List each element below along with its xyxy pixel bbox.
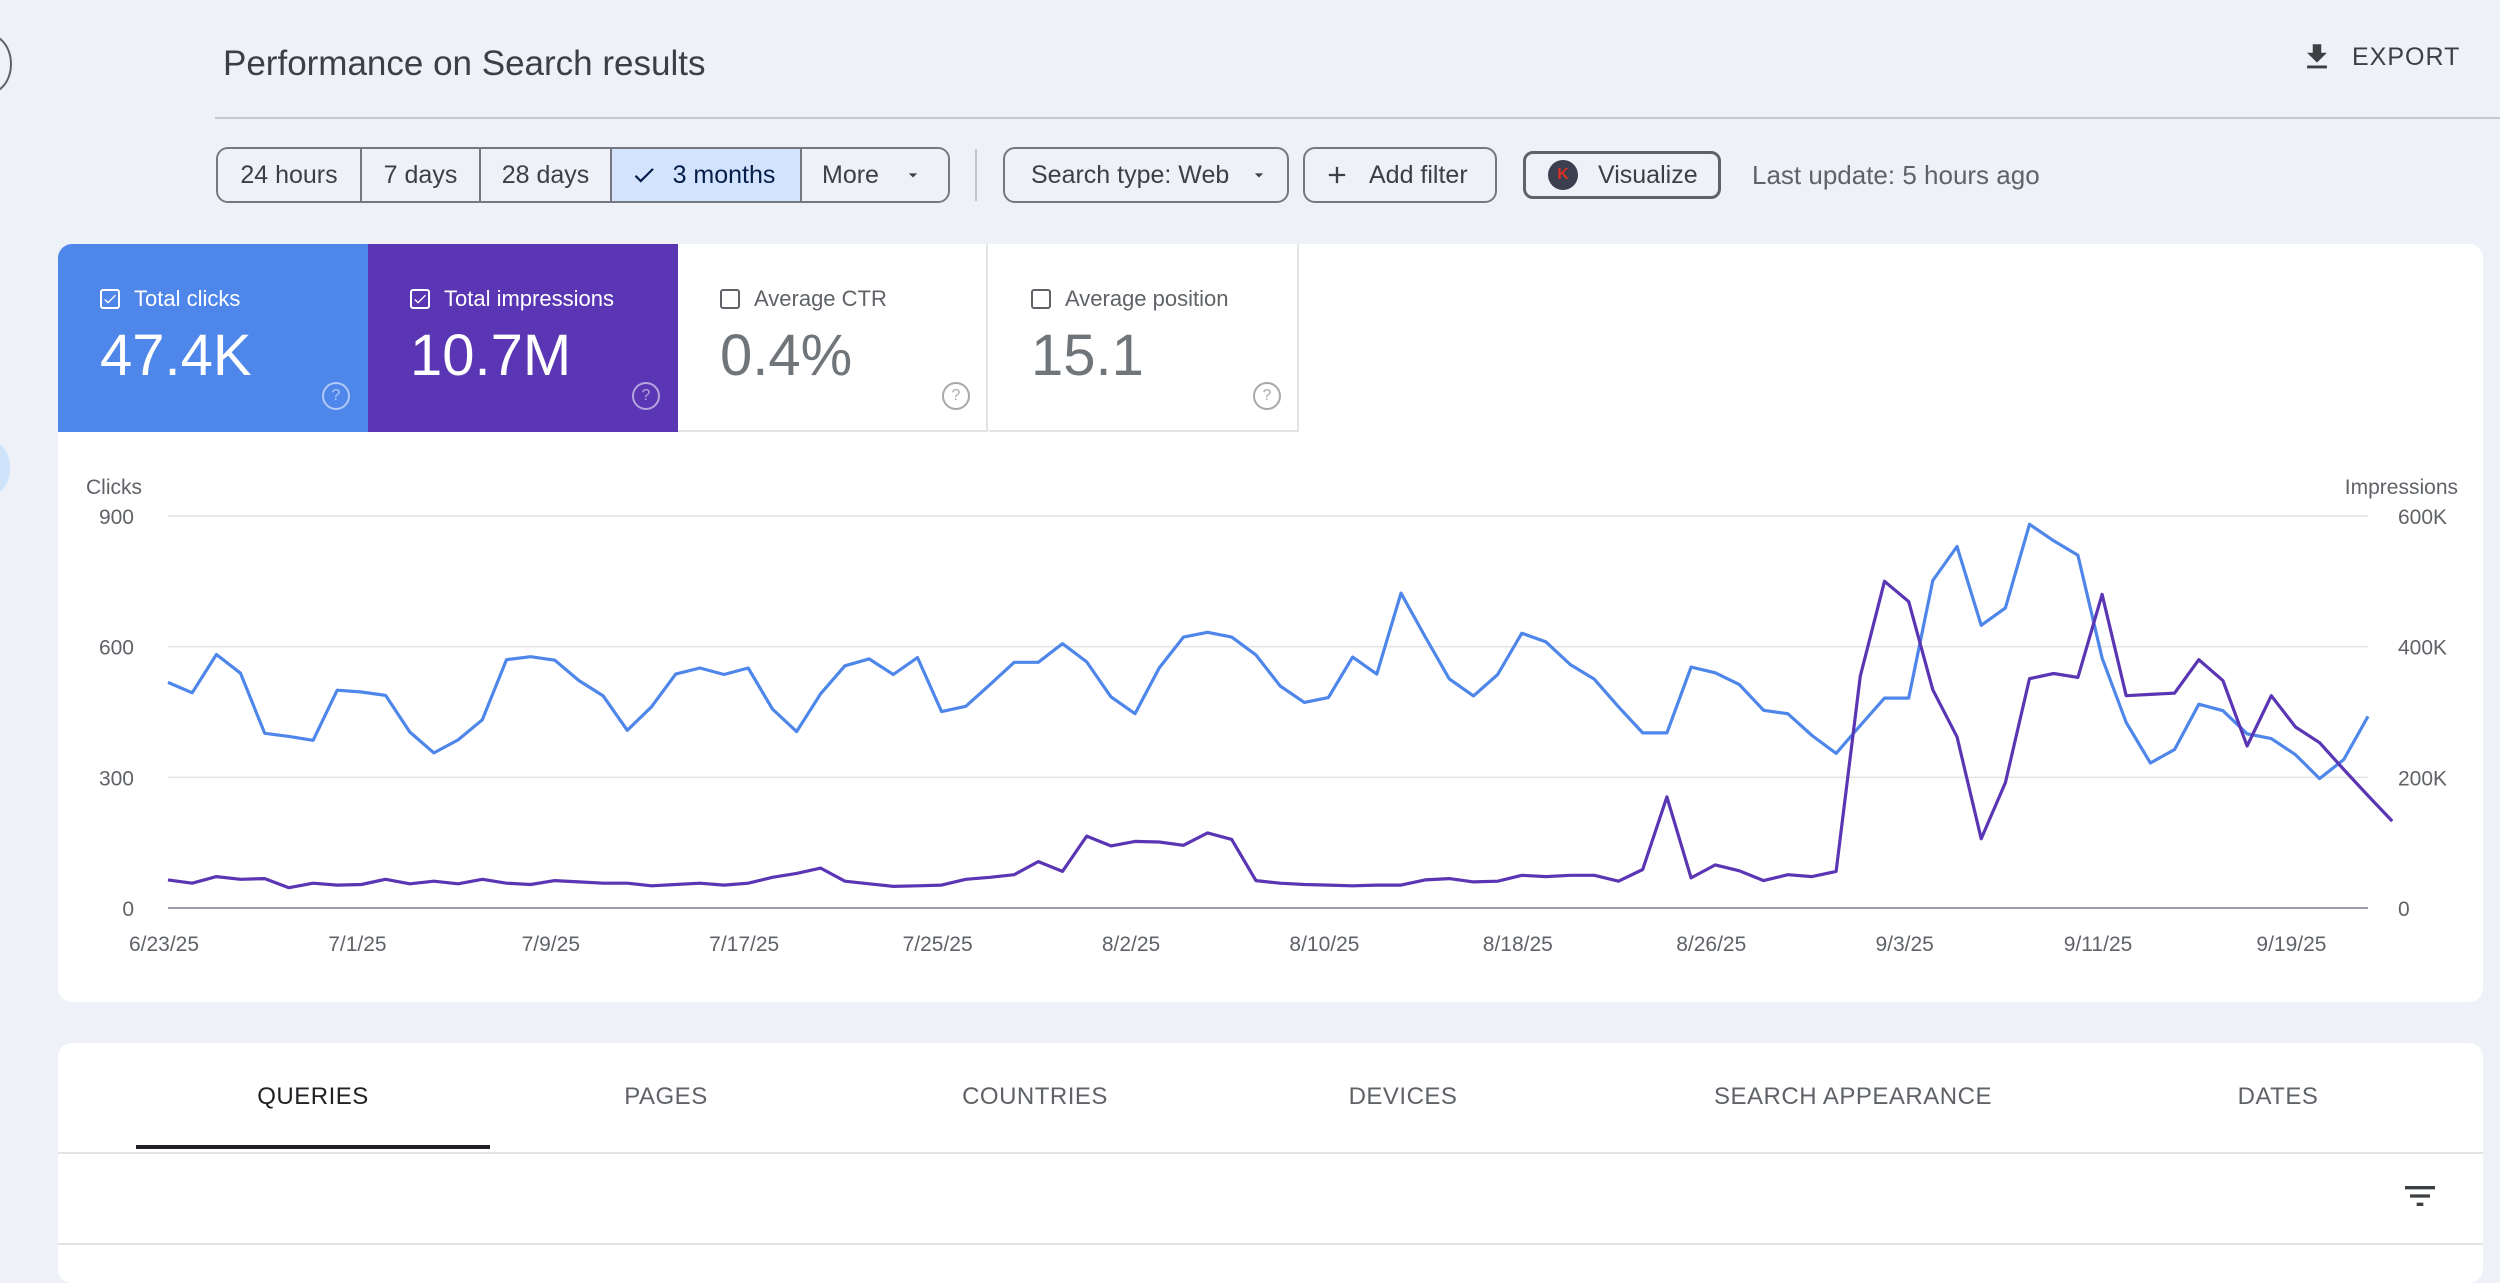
performance-line-chart[interactable]: 0 0 300 200K 600 400K 900 600K Clicks Impressions… bbox=[58, 244, 2483, 1002]
visualize-label: Visualize bbox=[1598, 160, 1698, 189]
nav-active-item-edge[interactable] bbox=[0, 440, 10, 496]
tab-search-appearance[interactable]: SEARCH APPEARANCE bbox=[1714, 1083, 1992, 1110]
tab-dates[interactable]: DATES bbox=[2237, 1083, 2319, 1110]
last-update-text: Last update: 5 hours ago bbox=[1752, 160, 2040, 190]
date-range-label: More bbox=[822, 160, 879, 189]
x-axis-tick-label: 9/11/25 bbox=[2064, 933, 2133, 956]
dropdown-caret-icon bbox=[1255, 173, 1264, 178]
right-axis-tick-label: 400K bbox=[2398, 637, 2447, 660]
date-range-3-months[interactable]: 3 months bbox=[612, 149, 802, 201]
metric-average-ctr[interactable]: Average CTR 0.4% ? bbox=[678, 244, 988, 432]
series-line-impressions bbox=[167, 579, 2394, 890]
left-axis-tick-label: 600 bbox=[99, 637, 134, 660]
metric-average-position[interactable]: Average position 15.1 ? bbox=[989, 244, 1299, 432]
nav-menu-button-edge[interactable] bbox=[0, 34, 12, 94]
metric-label: Total clicks bbox=[134, 286, 241, 311]
plus-icon bbox=[1328, 166, 1346, 184]
date-range-28-days[interactable]: 28 days bbox=[481, 149, 612, 201]
x-axis-tick-label: 7/1/25 bbox=[328, 933, 386, 956]
visualize-button[interactable]: K Visualize bbox=[1523, 151, 1721, 199]
x-axis-tick-label: 8/2/25 bbox=[1102, 933, 1160, 956]
export-button[interactable]: EXPORT bbox=[2300, 40, 2460, 74]
tabs-divider bbox=[58, 1152, 2483, 1154]
checkbox-unchecked-icon[interactable] bbox=[1031, 289, 1051, 309]
dropdown-caret-icon bbox=[908, 173, 918, 178]
performance-chart-card: Total clicks 47.4K ? Total impressions 1… bbox=[58, 244, 2483, 1002]
x-axis-tick-label: 9/19/25 bbox=[2256, 933, 2326, 956]
x-axis-tick-label: 7/9/25 bbox=[522, 933, 580, 956]
metric-value: 10.7M bbox=[410, 323, 572, 388]
search-type-label: Search type: Web bbox=[1031, 160, 1230, 189]
help-circle-icon[interactable]: ? bbox=[322, 382, 350, 410]
right-axis-tick-label: 600K bbox=[2398, 506, 2447, 529]
dimension-table-card: QUERIES PAGES COUNTRIES DEVICES SEARCH A… bbox=[58, 1043, 2483, 1283]
table-header-divider bbox=[58, 1243, 2483, 1245]
add-filter-label: Add filter bbox=[1369, 160, 1468, 189]
date-range-label: 28 days bbox=[501, 160, 590, 189]
help-circle-icon[interactable]: ? bbox=[632, 382, 660, 410]
left-axis-tick-label: 0 bbox=[122, 898, 134, 921]
right-axis-tick-label: 0 bbox=[2398, 898, 2410, 921]
x-axis-tick-label: 7/17/25 bbox=[709, 933, 779, 956]
x-axis-tick-label: 8/10/25 bbox=[1289, 933, 1359, 956]
metric-value: 0.4% bbox=[720, 323, 853, 388]
page-title: Performance on Search results bbox=[223, 44, 706, 83]
x-axis-tick-label: 6/23/25 bbox=[129, 933, 199, 956]
checkbox-checked-icon[interactable] bbox=[410, 289, 430, 309]
date-range-label: 3 months bbox=[672, 160, 776, 189]
checkbox-checked-icon[interactable] bbox=[100, 289, 120, 309]
x-axis-tick-label: 8/18/25 bbox=[1483, 933, 1553, 956]
left-axis-tick-label: 900 bbox=[99, 506, 134, 529]
metric-value: 15.1 bbox=[1031, 323, 1144, 388]
visualize-logo: K bbox=[1548, 160, 1578, 190]
download-icon bbox=[2307, 44, 2327, 69]
export-label: EXPORT bbox=[2352, 42, 2461, 71]
x-axis-tick-label: 7/25/25 bbox=[903, 933, 973, 956]
tab-pages[interactable]: PAGES bbox=[624, 1083, 708, 1110]
metric-label: Average position bbox=[1065, 286, 1229, 311]
metric-label: Total impressions bbox=[444, 286, 614, 311]
left-axis-title: Clicks bbox=[86, 476, 142, 499]
filter-list-icon[interactable] bbox=[2400, 1176, 2440, 1216]
date-range-more-dropdown[interactable]: More bbox=[802, 149, 948, 201]
date-range-selector: 24 hours 7 days 28 days 3 months More bbox=[216, 147, 950, 203]
left-axis-tick-label: 300 bbox=[99, 767, 134, 790]
help-circle-icon[interactable]: ? bbox=[1253, 382, 1281, 410]
help-circle-icon[interactable]: ? bbox=[942, 382, 970, 410]
metric-total-clicks[interactable]: Total clicks 47.4K ? bbox=[58, 244, 368, 432]
metric-label: Average CTR bbox=[754, 286, 887, 311]
title-divider bbox=[215, 117, 2500, 119]
metric-total-impressions[interactable]: Total impressions 10.7M ? bbox=[368, 244, 678, 432]
right-axis-tick-label: 200K bbox=[2398, 767, 2447, 790]
check-icon bbox=[634, 168, 654, 183]
active-tab-indicator bbox=[136, 1145, 490, 1149]
toolbar-divider bbox=[975, 149, 977, 201]
metric-value: 47.4K bbox=[100, 323, 252, 388]
tab-countries[interactable]: COUNTRIES bbox=[962, 1083, 1108, 1110]
date-range-24-hours[interactable]: 24 hours bbox=[218, 149, 362, 201]
x-axis-tick-label: 8/26/25 bbox=[1676, 933, 1746, 956]
x-axis-tick-label: 9/3/25 bbox=[1875, 933, 1933, 956]
add-filter-button[interactable]: Add filter bbox=[1303, 147, 1497, 203]
date-range-label: 7 days bbox=[383, 160, 458, 189]
tab-queries[interactable]: QUERIES bbox=[257, 1083, 369, 1110]
tab-devices[interactable]: DEVICES bbox=[1348, 1083, 1458, 1110]
checkbox-unchecked-icon[interactable] bbox=[720, 289, 740, 309]
date-range-7-days[interactable]: 7 days bbox=[362, 149, 481, 201]
right-axis-title: Impressions bbox=[2345, 476, 2458, 499]
search-type-dropdown[interactable]: Search type: Web bbox=[1003, 147, 1289, 203]
date-range-label: 24 hours bbox=[240, 160, 338, 189]
series-line-clicks bbox=[167, 522, 2370, 781]
